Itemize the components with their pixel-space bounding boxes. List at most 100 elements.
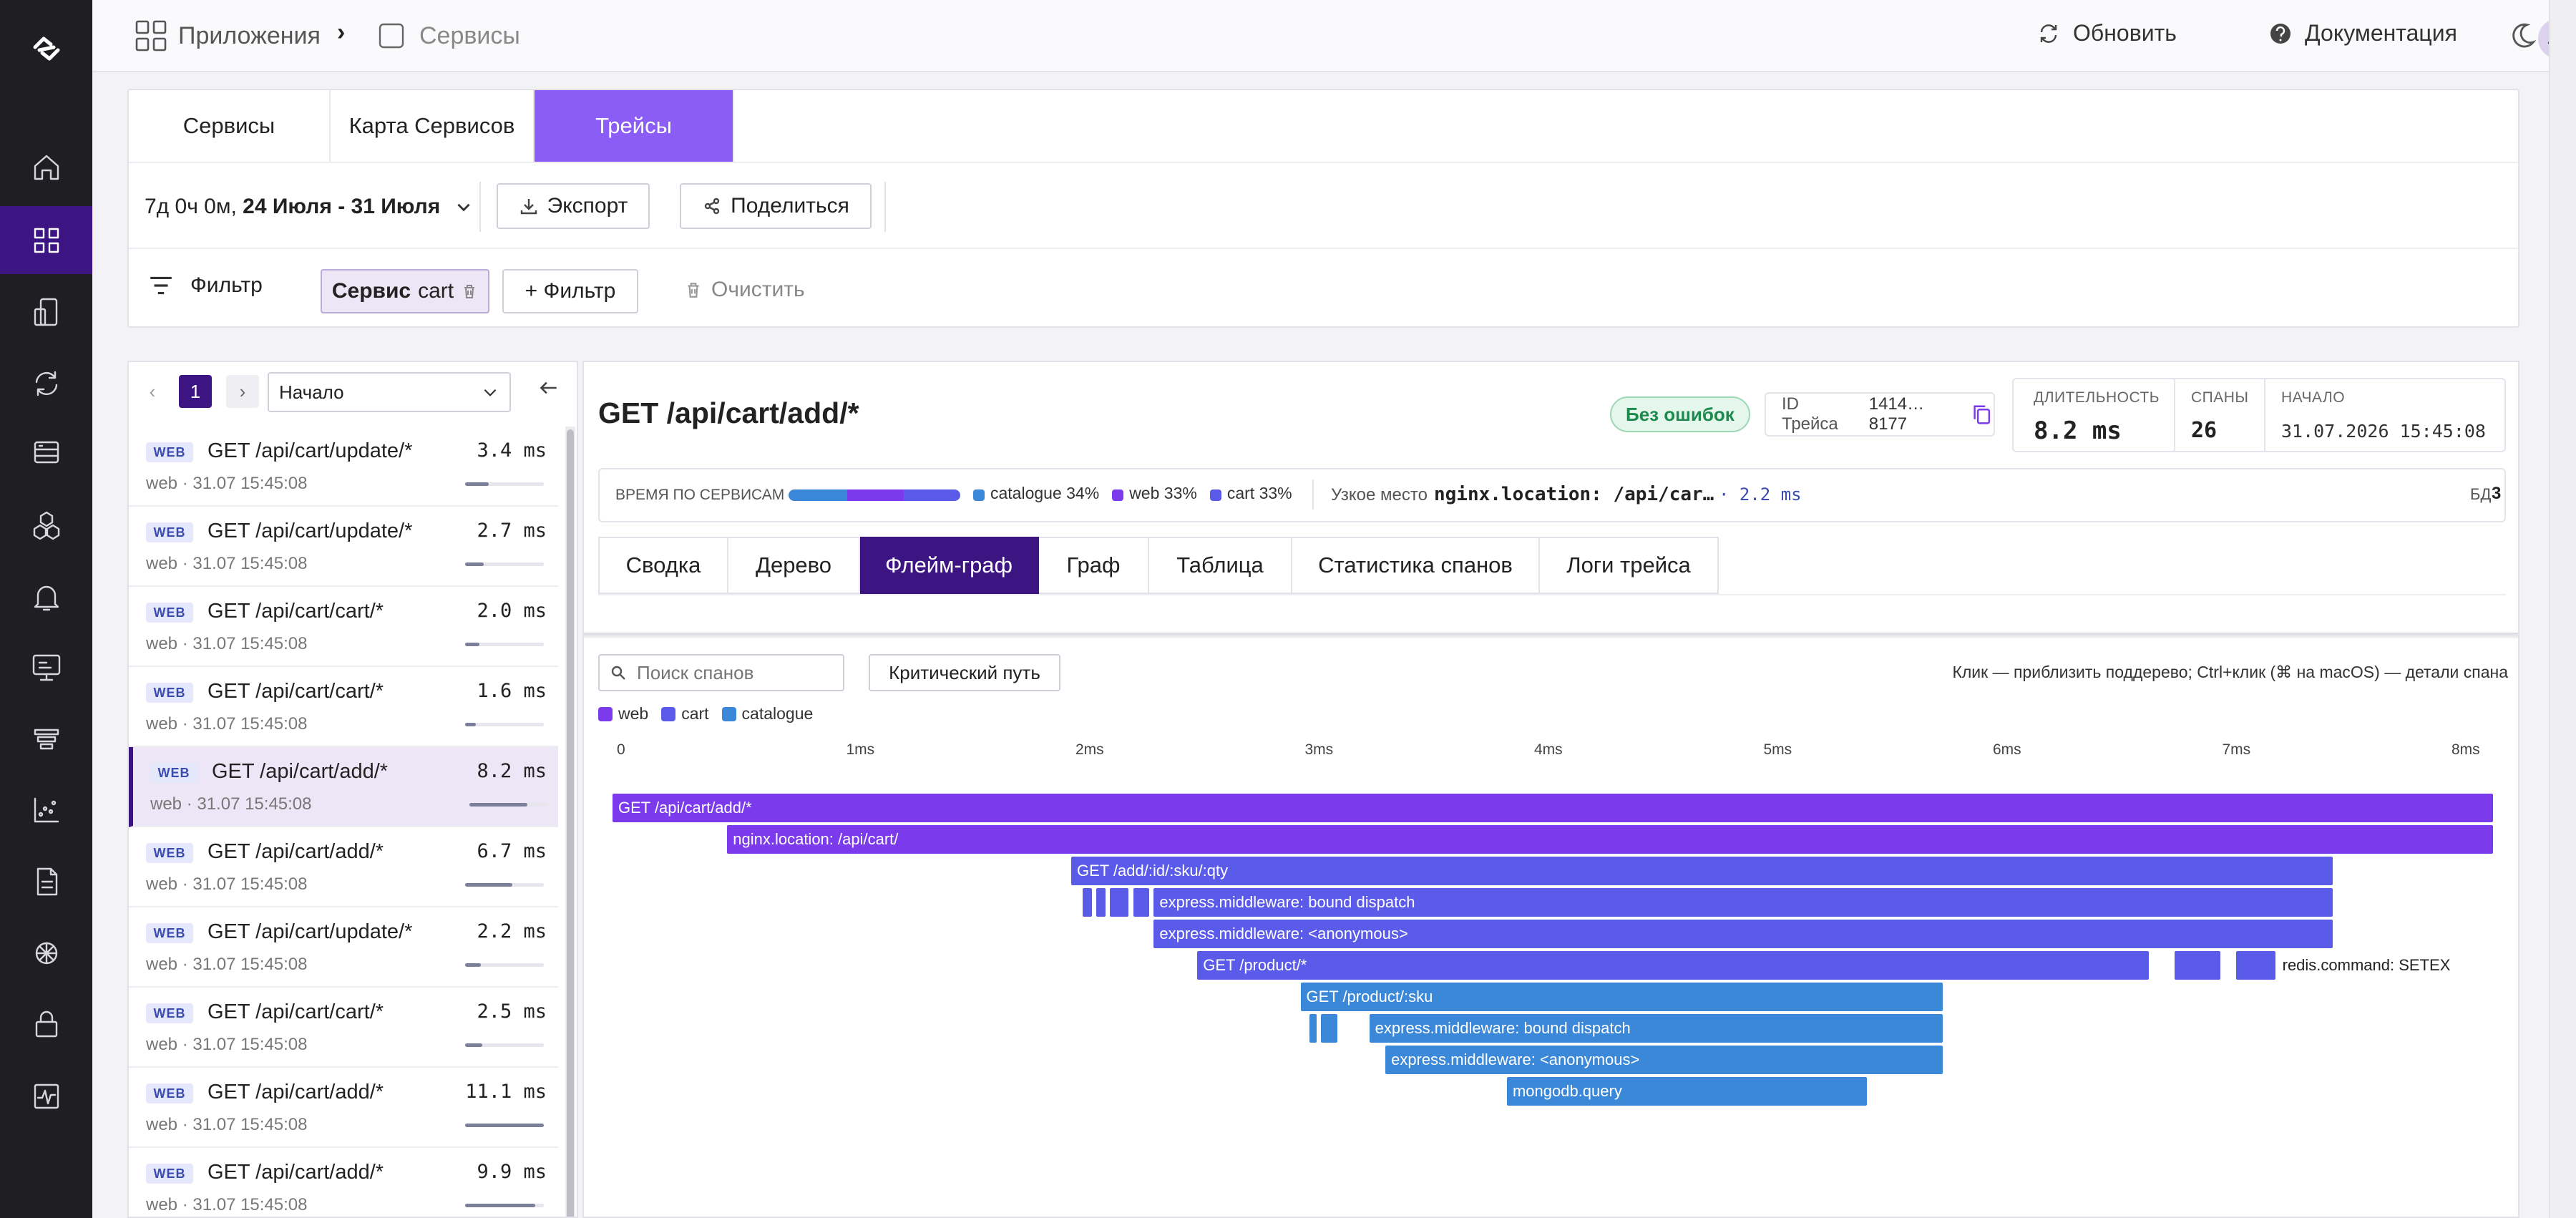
legend-item[interactable]: web xyxy=(598,704,648,724)
flame-span[interactable]: GET /product/:sku xyxy=(1300,983,1943,1011)
copy-icon[interactable] xyxy=(1971,403,1994,426)
flame-span[interactable] xyxy=(2236,951,2275,980)
critical-path-button[interactable]: Критический путь xyxy=(869,654,1060,691)
trace-list-item[interactable]: WEB GET /api/cart/update/* 2.2 ms web · 31.… xyxy=(129,907,558,988)
scatter-icon[interactable] xyxy=(0,776,92,844)
flame-span[interactable]: express.middleware: <anonymous> xyxy=(1385,1046,1943,1074)
filter-toggle[interactable]: Фильтр xyxy=(147,272,263,299)
duration-bar-fill xyxy=(465,643,479,646)
trace-list-item[interactable]: WEB GET /api/cart/add/* 11.1 ms web · 31.07… xyxy=(129,1068,558,1148)
refresh-button[interactable]: Обновить xyxy=(2036,20,2177,47)
breadcrumb-apps[interactable]: Приложения xyxy=(178,22,321,49)
bell-icon[interactable] xyxy=(0,562,92,630)
flame-span[interactable]: GET /api/cart/add/* xyxy=(613,794,2494,822)
legend-label: web xyxy=(618,704,649,723)
tab-tree[interactable]: Дерево xyxy=(728,537,860,594)
flame-span[interactable]: nginx.location: /api/cart/ xyxy=(727,825,2494,854)
logo-icon[interactable] xyxy=(0,14,92,82)
sync-icon[interactable] xyxy=(0,349,92,417)
time-range-picker[interactable]: 7д 0ч 0м, 24 Июля - 31 Июля xyxy=(145,195,473,219)
service-time-legend: catalogue 34% web 33% cart 33% xyxy=(973,484,1292,503)
page-number[interactable]: 1 xyxy=(179,375,212,408)
hexagons-icon[interactable] xyxy=(0,491,92,559)
sort-select[interactable]: Начало xyxy=(268,372,511,412)
trace-list-item[interactable]: WEB GET /api/cart/update/* 3.4 ms web · 31.… xyxy=(129,427,558,507)
flame-span[interactable] xyxy=(2174,951,2220,980)
next-page-button[interactable]: › xyxy=(226,375,259,408)
duration-bar-fill xyxy=(469,803,528,807)
clear-filter-button[interactable]: Очистить xyxy=(684,278,805,302)
service-time-legend-item: catalogue 34% xyxy=(973,484,1099,503)
tab-summary[interactable]: Сводка xyxy=(598,537,728,594)
trace-list-item[interactable]: WEB GET /api/cart/add/* 8.2 ms web · 31.07 … xyxy=(129,747,558,827)
inventory-icon[interactable] xyxy=(0,418,92,486)
tab-service-map[interactable]: Карта Сервисов xyxy=(331,90,535,162)
trace-name: GET /api/cart/cart/* xyxy=(208,680,384,703)
flame-span[interactable] xyxy=(1309,1014,1317,1043)
flame-span[interactable] xyxy=(1110,888,1129,917)
flame-span[interactable] xyxy=(1321,1014,1337,1043)
list-scrollbar-thumb[interactable] xyxy=(567,429,574,1217)
service-time-segment xyxy=(847,489,904,501)
span-search[interactable] xyxy=(598,654,844,691)
flame-span[interactable] xyxy=(1133,888,1149,917)
tab-services[interactable]: Сервисы xyxy=(129,90,331,162)
activity-icon[interactable] xyxy=(0,1062,92,1130)
collapse-panel-button[interactable] xyxy=(537,376,560,405)
lock-icon[interactable] xyxy=(0,989,92,1057)
refresh-icon xyxy=(2040,24,2057,43)
trace-list-item[interactable]: WEB GET /api/cart/add/* 6.7 ms web · 31.07 … xyxy=(129,827,558,907)
tab-graph[interactable]: Граф xyxy=(1039,537,1149,594)
bottleneck-value[interactable]: nginx.location: /api/car… xyxy=(1434,484,1714,505)
legend-item[interactable]: catalogue xyxy=(721,704,813,724)
breadcrumb-services[interactable]: Сервисы xyxy=(419,22,520,49)
trace-duration: 2.5 ms xyxy=(477,1000,547,1023)
trace-name: GET /api/cart/update/* xyxy=(208,920,413,943)
trace-id-label: ID Трейса xyxy=(1782,394,1838,434)
flame-span[interactable] xyxy=(1083,888,1092,917)
flame-span[interactable]: express.middleware: bound dispatch xyxy=(1153,888,2333,917)
apps-icon[interactable] xyxy=(0,206,92,274)
home-icon[interactable] xyxy=(0,133,92,201)
tab-span-stats[interactable]: Статистика спанов xyxy=(1292,537,1540,594)
flame-span[interactable]: GET /product/* xyxy=(1197,951,2150,980)
tab-trace-logs[interactable]: Логи трейса xyxy=(1540,537,1719,594)
document-icon[interactable] xyxy=(0,847,92,915)
trace-list-item[interactable]: WEB GET /api/cart/update/* 2.7 ms web · 31.… xyxy=(129,507,558,587)
brain-icon[interactable] xyxy=(0,919,92,987)
flame-span[interactable] xyxy=(1096,888,1106,917)
page-scrollbar[interactable] xyxy=(2549,0,2576,1218)
tab-traces[interactable]: Трейсы xyxy=(535,90,734,162)
share-button[interactable]: Поделиться xyxy=(680,183,872,229)
trace-list-item[interactable]: WEB GET /api/cart/cart/* 2.5 ms web · 31.07… xyxy=(129,988,558,1068)
clear-label: Очистить xyxy=(711,278,805,301)
prev-page-button[interactable]: ‹ xyxy=(149,380,156,402)
search-icon xyxy=(611,666,625,680)
flame-span[interactable]: GET /add/:id/:sku/:qty xyxy=(1071,857,2333,885)
trash-icon[interactable] xyxy=(461,283,478,300)
trace-id-box: ID Трейса 1414…8177 xyxy=(1765,392,1995,437)
legend-item[interactable]: cart xyxy=(661,704,709,724)
tab-table[interactable]: Таблица xyxy=(1149,537,1292,594)
header-panel: Сервисы Карта Сервисов Трейсы 7д 0ч 0м, … xyxy=(127,89,2519,328)
trace-list-item[interactable]: WEB GET /api/cart/add/* 9.9 ms web · 31.07 … xyxy=(129,1148,558,1217)
mobile-icon[interactable] xyxy=(0,278,92,346)
flame-span[interactable]: express.middleware: bound dispatch xyxy=(1369,1014,1943,1043)
duration-bar-fill xyxy=(465,482,489,486)
add-filter-button[interactable]: + Фильтр xyxy=(502,269,638,313)
layers-icon[interactable] xyxy=(0,704,92,772)
filter-chip[interactable]: Сервис cart xyxy=(321,269,489,313)
tab-flamegraph[interactable]: Флейм-граф xyxy=(860,537,1039,594)
duration-bar xyxy=(465,1124,544,1127)
trace-list-item[interactable]: WEB GET /api/cart/cart/* 2.0 ms web · 31.07… xyxy=(129,587,558,667)
trace-list-item[interactable]: WEB GET /api/cart/cart/* 1.6 ms web · 31.07… xyxy=(129,667,558,747)
span-search-input[interactable] xyxy=(637,661,830,684)
trace-name: GET /api/cart/add/* xyxy=(208,1081,384,1103)
legend-swatch xyxy=(661,707,676,721)
monitor-icon[interactable] xyxy=(0,633,92,701)
flame-span[interactable]: mongodb.query xyxy=(1506,1077,1868,1106)
moon-icon[interactable] xyxy=(2507,20,2538,57)
flame-span[interactable]: express.middleware: <anonymous> xyxy=(1153,920,2333,948)
docs-button[interactable]: Документация xyxy=(2268,20,2457,47)
export-button[interactable]: Экспорт xyxy=(497,183,650,229)
